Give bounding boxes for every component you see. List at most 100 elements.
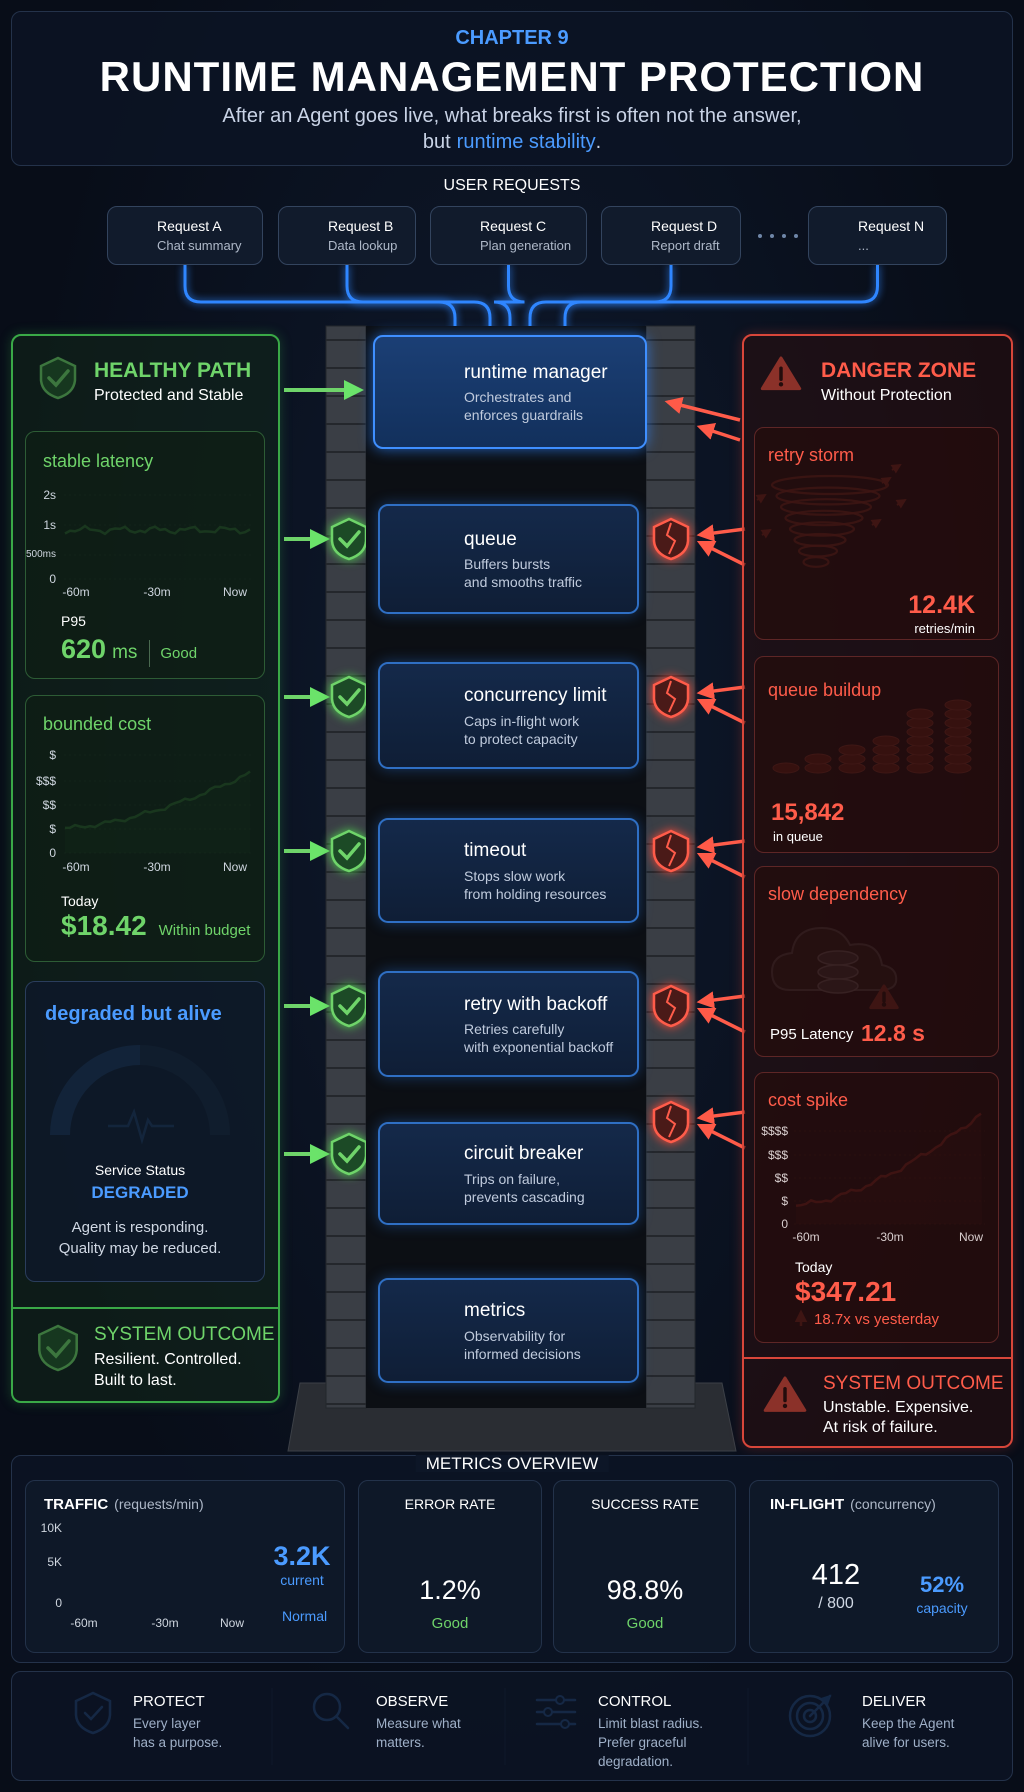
y-tick-label: $ [49, 822, 56, 836]
principle-desc: Prefer graceful [598, 1735, 687, 1751]
unit: (requests/min) [114, 1495, 204, 1512]
check [338, 842, 361, 861]
outcome-text: Built to last. [94, 1372, 177, 1389]
x-tick-label: Now [222, 860, 248, 874]
value-label: current [280, 1572, 324, 1588]
principle-desc: matters. [376, 1735, 425, 1751]
layer-desc: Orchestrates and [464, 389, 572, 405]
panel-subtitle: Protected and Stable [94, 387, 244, 404]
attack-arrow [696, 682, 746, 700]
y-tick-label: $$ [774, 1171, 788, 1185]
crack [665, 522, 677, 555]
layer-box [378, 1122, 639, 1225]
crack [665, 680, 677, 713]
status: Normal [282, 1608, 328, 1624]
note: Agent is responding. [71, 1218, 209, 1236]
subtitle: After an Agent goes live, what breaks fi… [222, 105, 802, 127]
ellipsis-dot [782, 234, 786, 238]
y-tick-label: 2s [43, 488, 56, 502]
principle-desc: Every layer [133, 1716, 201, 1732]
layer-name: retry with backoff [464, 993, 608, 1015]
layer-box [378, 662, 639, 769]
layer-desc: informed decisions [464, 1345, 581, 1362]
status: Good [431, 1614, 469, 1632]
layer-desc: Stops slow work [464, 867, 566, 884]
layer-desc: Observability for [464, 1327, 566, 1344]
outcome-text: Resilient. Controlled. [94, 1351, 242, 1368]
card-title: retry storm [768, 445, 855, 465]
unit: in queue [773, 828, 823, 844]
principle-desc: has a purpose. [133, 1735, 223, 1751]
cost-card [754, 1072, 999, 1343]
attack-arrow [696, 1124, 746, 1150]
x-tick-label: -30m [143, 860, 171, 874]
y-tick-label: $ [781, 1194, 788, 1208]
layer-name: runtime manager [464, 361, 608, 383]
x-tick-label: -60m [792, 1230, 820, 1244]
x-tick-label: -60m [62, 860, 90, 874]
y-tick-label: 0 [781, 1217, 788, 1231]
check [338, 997, 361, 1016]
healthy-shield [330, 829, 368, 873]
status: Good [626, 1614, 664, 1632]
request-connector [493, 265, 525, 336]
layer-box [378, 1278, 639, 1383]
x-tick-label: Now [222, 585, 248, 599]
y-tick-label: $$$$ [761, 1124, 788, 1138]
x-tick-label: -60m [62, 585, 90, 599]
attack-arrow [664, 396, 741, 422]
value: 1.2% [419, 1574, 481, 1605]
x-tick-label: Now [958, 1230, 984, 1244]
subtitle-line2: but runtime stability. [423, 132, 601, 152]
principle-desc: Measure what [376, 1716, 461, 1732]
metric-label: Today [795, 1259, 833, 1275]
value: 3.2K [273, 1540, 331, 1571]
principle-desc: alive for users. [862, 1735, 950, 1751]
header-panel [11, 11, 1013, 166]
y-tick-label: 0 [55, 1596, 62, 1610]
attack-arrow [696, 423, 741, 442]
section-label: USER REQUESTS [443, 177, 581, 194]
attack-arrow [696, 1107, 746, 1125]
check [338, 688, 361, 707]
layer-box [373, 335, 647, 449]
status: Good [149, 639, 197, 667]
note: Quality may be reduced. [58, 1239, 222, 1257]
metric-card [553, 1480, 736, 1653]
card-title: slow dependency [768, 884, 908, 904]
metric-label: Today [61, 893, 99, 909]
percent: 52% [919, 1572, 965, 1597]
request-name: Request B [328, 218, 394, 234]
value: 12.4K [908, 590, 975, 619]
layer-name: concurrency limit [464, 685, 607, 706]
panel-subtitle: Without Protection [821, 387, 952, 404]
ellipsis-dot [758, 234, 762, 238]
y-tick-label: 10K [40, 1521, 62, 1535]
metric-label: P95 [61, 613, 86, 629]
unit: (concurrency) [850, 1495, 936, 1512]
x-tick-label: Now [219, 1616, 245, 1630]
x-tick-label: -60m [70, 1616, 98, 1630]
percent-label: capacity [916, 1600, 968, 1616]
layer-desc: prevents cascading [464, 1188, 585, 1205]
principle-title: PROTECT [133, 1692, 205, 1710]
attack-arrow [696, 699, 746, 725]
layer-name: metrics [464, 1300, 526, 1321]
latency-card [25, 431, 265, 679]
max: / 800 [818, 1595, 854, 1612]
subtitle-text: but [422, 131, 451, 153]
unit: retries/min [914, 620, 975, 636]
metric-card [749, 1480, 999, 1653]
principle-desc: Limit blast radius. [598, 1716, 704, 1732]
outcome-divider [742, 1357, 1013, 1359]
chapter-label: CHAPTER 9 [455, 27, 569, 49]
metric-card [358, 1480, 542, 1653]
x-tick-label: -30m [876, 1230, 904, 1244]
metric-value: 620 ms Good [61, 635, 197, 667]
check [338, 1145, 361, 1164]
check [338, 530, 361, 549]
subtitle-highlight: runtime stability [456, 131, 596, 153]
layer-desc: to protect capacity [464, 730, 578, 747]
request-name: Request N [858, 218, 925, 234]
request-card [107, 206, 263, 265]
